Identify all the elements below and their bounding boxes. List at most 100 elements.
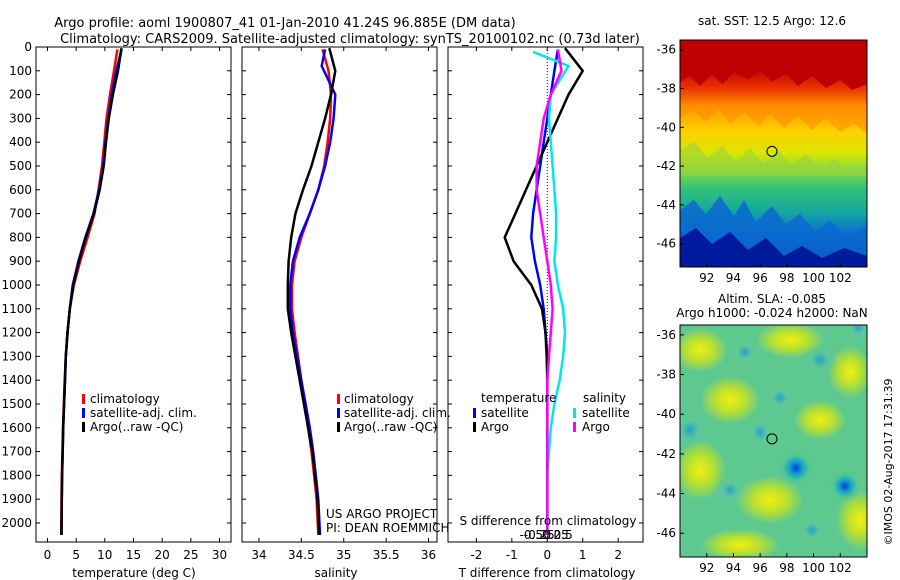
legend-swatch-climatology: [337, 394, 340, 404]
legend-label-s-argo: Argo: [582, 420, 610, 434]
x-tick-label: 5: [72, 548, 80, 562]
depth-tick-label: 1600: [1, 421, 32, 435]
x-tick-label: 35: [336, 548, 351, 562]
map-x-tick-label: 94: [726, 561, 741, 575]
map-y-tick-label: -40: [656, 407, 676, 421]
depth-tick-label: 200: [9, 88, 32, 102]
series-line: [60, 48, 123, 535]
s-difference-label: S difference from climatology: [460, 514, 637, 528]
map-y-tick-label: -46: [656, 526, 676, 540]
x-tick-label: 36: [421, 548, 436, 562]
figure-title: Argo profile: aoml 1900807_41 01-Jan-201…: [54, 16, 515, 31]
sst-map-panel: sat. SST: 12.5 Argo: 12.6 92 94 96 98 100 102…: [656, 14, 868, 285]
depth-tick-label: 0: [24, 40, 32, 54]
t-difference-axis-label: T difference from climatology: [458, 566, 636, 580]
sla-map-panel: Altim. SLA: -0.085 Argo h1000: -0.024 h2…: [656, 292, 868, 575]
depth-tick-label: 1500: [1, 397, 32, 411]
map-y-tick-label: -38: [656, 82, 676, 96]
temperature-legend: climatology satellite-adj. clim. Argo(..…: [82, 392, 197, 434]
map-y-tick-label: -36: [656, 43, 676, 57]
legend-label-s-satellite: satellite: [582, 406, 630, 420]
x-tick-label: 34: [251, 548, 266, 562]
depth-tick-label: 2000: [1, 516, 32, 530]
x-tick-label: 20: [155, 548, 170, 562]
depth-tick-label: 700: [9, 207, 32, 221]
map-x-tick-label: 92: [699, 561, 714, 575]
sst-profile-marker: [766, 145, 778, 157]
x-tick-label: 1: [579, 548, 587, 562]
salinity-profile-plot: 34 34.5 35 35.5 36: [242, 46, 437, 562]
legend-label-climatology: climatology: [90, 392, 160, 406]
map-y-tick-label: -46: [656, 237, 676, 251]
legend-label-satellite: satellite-adj. clim.: [90, 406, 197, 420]
x-tick-label: 0: [44, 548, 52, 562]
temperature-axis-label: temperature (deg C): [72, 566, 195, 580]
sla-profile-marker: [766, 433, 778, 445]
s-tick-label: -0.5: [520, 528, 543, 542]
s-tick-label: -0.25: [524, 528, 555, 542]
difference-legend: temperature salinity satellite Argo sate…: [473, 391, 630, 434]
depth-tick-label: 1800: [1, 468, 32, 482]
s-tick-label: 0.25: [542, 528, 569, 542]
depth-tick-label: 800: [9, 230, 32, 244]
s-tick-label: 0.5: [554, 528, 573, 542]
map-x-tick-label: 96: [753, 561, 768, 575]
x-tick-label: 10: [97, 548, 112, 562]
sla-map-subtitle: Argo h1000: -0.024 h2000: NaN: [676, 306, 868, 320]
depth-tick-label: 300: [9, 111, 32, 125]
series-line: [532, 50, 570, 535]
x-tick-label: 25: [183, 548, 198, 562]
sst-map-title: sat. SST: 12.5 Argo: 12.6: [698, 14, 846, 28]
legend-swatch-s-argo: [573, 422, 576, 432]
legend-label-argo: Argo(..raw -QC): [90, 420, 183, 434]
legend-swatch-argo: [82, 422, 85, 432]
depth-tick-label: 1300: [1, 349, 32, 363]
x-tick-label: 34.5: [288, 548, 315, 562]
x-tick-label: 2: [614, 548, 622, 562]
map-x-tick-label: 100: [802, 561, 825, 575]
map-y-tick-label: -42: [656, 159, 676, 173]
figure-subtitle: Climatology: CARS2009. Satellite-adjuste…: [60, 32, 640, 47]
legend-swatch-s-satellite: [573, 408, 576, 418]
map-y-tick-label: -38: [656, 368, 676, 382]
legend-swatch-t-satellite: [473, 408, 476, 418]
depth-tick-label: 100: [9, 64, 32, 78]
depth-tick-label: 900: [9, 254, 32, 268]
legend-label-argo: Argo(..raw -QC): [344, 420, 437, 434]
depth-tick-label: 1900: [1, 492, 32, 506]
map-y-tick-label: -36: [656, 328, 676, 342]
legend-swatch-climatology: [82, 394, 85, 404]
map-x-tick-label: 102: [829, 271, 852, 285]
series-line: [535, 49, 563, 535]
salinity-axis-label: salinity: [314, 566, 357, 580]
series-line: [286, 47, 337, 535]
salinity-panel: [241, 46, 438, 543]
x-tick-label: -2: [470, 548, 482, 562]
map-x-tick-label: 96: [753, 271, 768, 285]
depth-tick-label: 400: [9, 135, 32, 149]
sla-field: [680, 325, 867, 557]
legend-label-t-argo: Argo: [481, 420, 509, 434]
difference-panel: [447, 46, 644, 543]
s-tick-label: 0: [543, 528, 551, 542]
x-tick-label: 35.5: [373, 548, 400, 562]
legend-label-satellite: satellite-adj. clim.: [344, 406, 451, 420]
sla-map-title: Altim. SLA: -0.085: [718, 292, 826, 306]
temperature-panel: [35, 46, 232, 543]
project-annotation: US ARGO PROJECT: [326, 507, 438, 521]
legend-title-temperature: temperature: [481, 391, 556, 405]
x-tick-label: -1: [506, 548, 518, 562]
map-x-tick-label: 100: [802, 271, 825, 285]
depth-tick-label: 1200: [1, 326, 32, 340]
x-tick-label: 30: [212, 548, 227, 562]
depth-tick-label: 1400: [1, 373, 32, 387]
sst-field: [680, 40, 867, 267]
legend-swatch-satellite: [337, 408, 340, 418]
imos-credit: ©IMOS 02-Aug-2017 17:31:39: [882, 379, 895, 546]
salinity-legend: climatology satellite-adj. clim. Argo(..…: [337, 392, 451, 434]
legend-title-salinity: salinity: [583, 391, 626, 405]
x-tick-label: 0: [543, 548, 551, 562]
map-y-tick-label: -44: [656, 487, 676, 501]
